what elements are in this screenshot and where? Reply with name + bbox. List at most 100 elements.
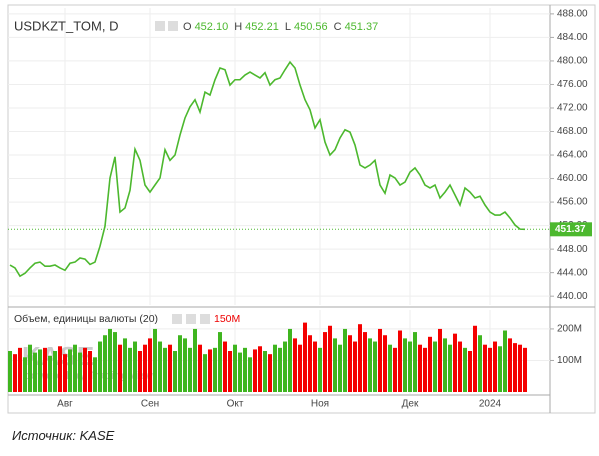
volume-bar xyxy=(488,347,492,392)
volume-bar xyxy=(33,352,37,392)
x-tick-label: 2024 xyxy=(479,399,502,410)
volume-bar xyxy=(338,344,342,392)
volume-bar xyxy=(203,354,207,392)
volume-bar xyxy=(193,328,197,392)
volume-bar xyxy=(98,341,102,392)
icon[interactable] xyxy=(200,314,210,324)
volume-bar xyxy=(183,338,187,392)
ohlc-name: L xyxy=(285,21,291,33)
ohlc-value: 451.37 xyxy=(345,21,379,33)
x-tick-label: Авг xyxy=(57,399,73,410)
volume-bar xyxy=(408,341,412,392)
volume-bar xyxy=(438,328,442,392)
volume-bar xyxy=(248,357,252,392)
volume-bar xyxy=(348,335,352,392)
ohlc: O 452.10 H 452.21 L 450.56 C 451.37 xyxy=(183,21,378,33)
y-tick-label: 488.00 xyxy=(557,9,588,20)
volume-bar xyxy=(118,344,122,392)
volume-bar xyxy=(458,341,462,392)
volume-bar xyxy=(163,347,167,392)
y-tick-label: 476.00 xyxy=(557,79,588,90)
last-price-label: 451.37 xyxy=(555,224,586,235)
volume-bar xyxy=(78,352,82,392)
volume-bar xyxy=(383,335,387,392)
volume-bar xyxy=(238,352,242,392)
volume-bar xyxy=(473,325,477,392)
volume-bar xyxy=(368,338,372,392)
ohlc-value: 452.21 xyxy=(245,21,279,33)
ohlc-name: H xyxy=(234,21,242,33)
y-tick-label: 468.00 xyxy=(557,126,588,137)
volume-bar xyxy=(168,344,172,392)
volume-bar xyxy=(448,344,452,392)
volume-bar xyxy=(318,347,322,392)
volume-bar xyxy=(83,347,87,392)
volume-bar xyxy=(263,351,267,392)
volume-bar xyxy=(378,328,382,392)
volume-bar xyxy=(113,332,117,392)
volume-bar xyxy=(23,357,27,392)
icon[interactable] xyxy=(168,21,178,31)
volume-bar xyxy=(73,344,77,392)
volume-bar xyxy=(153,328,157,392)
volume-bar xyxy=(258,346,262,392)
volume-bar xyxy=(278,347,282,392)
icon[interactable] xyxy=(186,314,196,324)
volume-bar xyxy=(523,347,527,392)
volume-bar xyxy=(503,330,507,392)
x-tick-label: Ноя xyxy=(311,399,329,410)
volume-bar xyxy=(428,336,432,392)
volume-bar xyxy=(343,328,347,392)
volume-bar xyxy=(188,347,192,392)
volume-bar xyxy=(253,349,257,392)
volume-bar xyxy=(468,351,472,392)
price-line xyxy=(9,60,526,278)
volume-bar xyxy=(133,341,137,392)
icon[interactable] xyxy=(155,21,165,31)
volume-bar xyxy=(148,338,152,392)
volume-bar xyxy=(443,338,447,392)
ohlc-name: O xyxy=(183,21,192,33)
volume-bar xyxy=(353,341,357,392)
volume-bar xyxy=(58,346,62,392)
volume-bar xyxy=(518,344,522,392)
y-tick-label: 100M xyxy=(557,355,582,366)
caption: Источник: KASE xyxy=(12,428,115,443)
volume-bar xyxy=(38,349,42,392)
y-tick-label: 460.00 xyxy=(557,173,588,184)
volume-bar xyxy=(483,344,487,392)
volume-bar xyxy=(53,351,57,392)
chart-title: USDKZT_TOM, D xyxy=(14,18,119,33)
volume-bar xyxy=(273,344,277,392)
volume-bar xyxy=(18,347,22,392)
volume-bar xyxy=(293,338,297,392)
y-tick-label: 472.00 xyxy=(557,103,588,114)
volume-bar xyxy=(328,325,332,392)
volume-bar xyxy=(13,354,17,392)
volume-bar xyxy=(128,347,132,392)
volume-bar xyxy=(143,344,147,392)
volume-bar xyxy=(363,332,367,392)
x-tick-label: Дек xyxy=(402,399,419,410)
volume-bar xyxy=(228,351,232,392)
volume-bar xyxy=(433,341,437,392)
volume-bar xyxy=(28,344,32,392)
y-tick-label: 444.00 xyxy=(557,267,588,278)
volume-bar xyxy=(93,357,97,392)
icon[interactable] xyxy=(172,314,182,324)
volume-bar xyxy=(508,338,512,392)
volume-bar xyxy=(63,354,67,392)
y-tick-label: 448.00 xyxy=(557,244,588,255)
volume-bar xyxy=(403,338,407,392)
volume-annotation: 150M xyxy=(214,313,240,325)
volume-bar xyxy=(298,344,302,392)
volume-bar xyxy=(223,341,227,392)
volume-bar xyxy=(178,335,182,392)
volume-bar xyxy=(233,344,237,392)
volume-bar xyxy=(398,330,402,392)
volume-bar xyxy=(288,328,292,392)
volume-bar xyxy=(393,347,397,392)
volume-bar xyxy=(418,344,422,392)
chart: Авг Сен Окт Ноя Дек 2024 440.00 444.00 448.00 452… xyxy=(7,4,596,414)
